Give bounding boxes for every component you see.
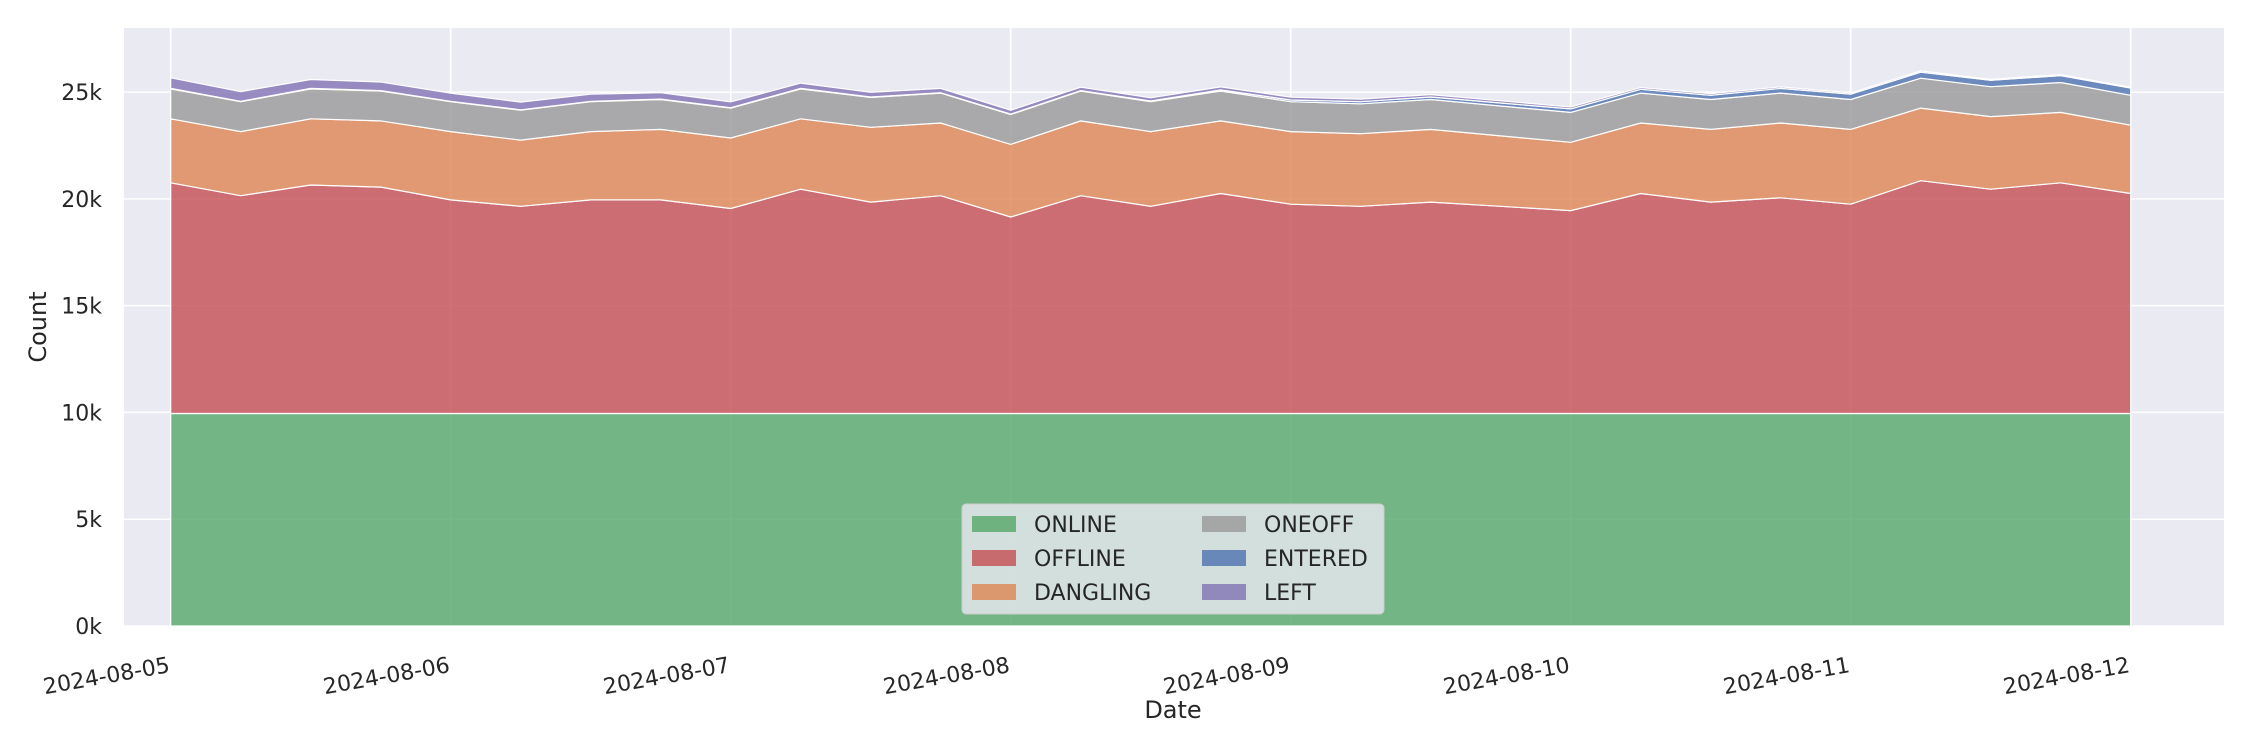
legend-swatch-entered: [1202, 550, 1246, 566]
x-tick-label: 2024-08-06: [321, 653, 451, 700]
y-tick-label: 0k: [75, 615, 102, 640]
x-tick-label: 2024-08-10: [1441, 653, 1571, 700]
legend-swatch-left: [1202, 584, 1246, 600]
y-axis-title: Count: [24, 291, 52, 362]
area-offline: [170, 180, 2132, 415]
x-axis-ticks: 2024-08-05 2024-08-06 2024-08-07 2024-08-08…: [41, 653, 2131, 700]
x-tick-label: 2024-08-12: [2001, 653, 2131, 700]
legend-swatch-oneoff: [1202, 516, 1246, 532]
legend-label-oneoff: ONEOFF: [1264, 513, 1354, 538]
legend-label-entered: ENTERED: [1264, 547, 1368, 572]
stacked-areas: [170, 70, 2132, 627]
legend-label-offline: OFFLINE: [1034, 547, 1126, 572]
legend-swatch-online: [972, 516, 1016, 532]
y-tick-label: 15k: [61, 295, 102, 320]
y-tick-label: 25k: [61, 81, 102, 106]
y-tick-label: 10k: [61, 401, 102, 426]
x-tick-label: 2024-08-07: [601, 653, 731, 700]
x-tick-label: 2024-08-08: [881, 653, 1011, 700]
x-tick-label: 2024-08-09: [1161, 653, 1291, 700]
x-axis-title: Date: [1144, 696, 1201, 724]
x-tick-label: 2024-08-11: [1721, 653, 1851, 700]
legend-label-dangling: DANGLING: [1034, 581, 1151, 606]
legend-label-online: ONLINE: [1034, 513, 1117, 538]
legend-label-left: LEFT: [1264, 581, 1316, 606]
area-left: [170, 70, 2132, 115]
legend-frame: [961, 503, 1385, 615]
x-tick-label: 2024-08-05: [41, 653, 171, 700]
y-tick-label: 5k: [75, 508, 102, 533]
y-axis-ticks: 0k 5k 10k 15k 20k 25k: [61, 81, 102, 640]
legend-swatch-dangling: [972, 584, 1016, 600]
legend-swatch-offline: [972, 550, 1016, 566]
y-tick-label: 20k: [61, 188, 102, 213]
legend: ONLINE OFFLINE DANGLING ONEOFF ENTERED LEFT: [961, 503, 1385, 615]
